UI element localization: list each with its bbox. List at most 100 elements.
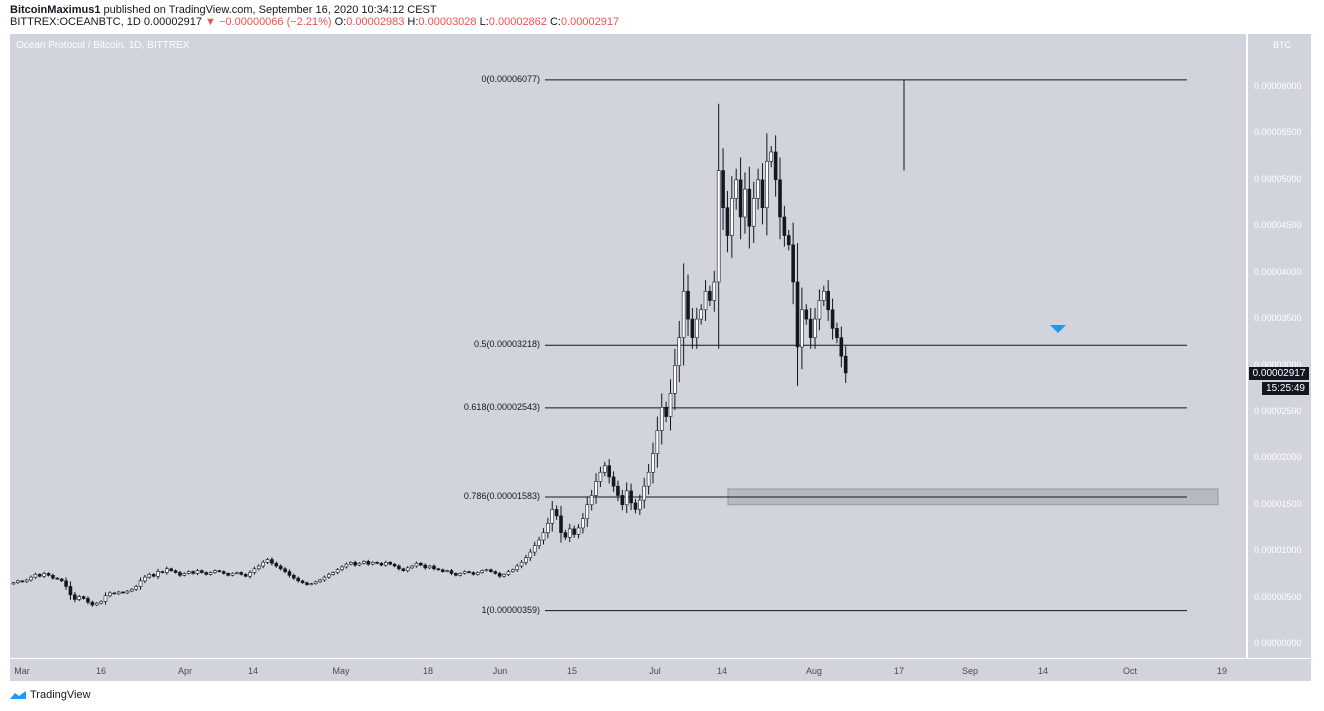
candle-down — [497, 573, 502, 577]
candle-up — [427, 565, 432, 569]
candle-up — [694, 318, 699, 338]
time-tick-label: 14 — [247, 666, 259, 676]
chart-pane[interactable] — [10, 34, 1246, 658]
candle-down — [191, 571, 195, 574]
time-axis[interactable] — [10, 659, 1311, 681]
candle-up — [730, 198, 734, 236]
candle-up — [524, 557, 528, 563]
candle-up — [108, 592, 112, 597]
time-tick-label: Sep — [961, 666, 979, 676]
candle-up — [103, 595, 108, 602]
candle-up — [230, 573, 235, 576]
candle-up — [537, 539, 541, 546]
candle-up — [186, 571, 191, 574]
candle-up — [309, 583, 314, 585]
candle-down — [620, 495, 625, 506]
candle-down — [454, 573, 458, 576]
fib-level-label: 1(0.00000359) — [481, 604, 540, 615]
candle-up — [817, 300, 822, 320]
candle-down — [795, 281, 800, 348]
candle-up — [331, 572, 336, 575]
candle-down — [839, 337, 844, 357]
symbol-label: BITTREX:OCEANBTC, 1D — [10, 16, 141, 28]
candle-down — [436, 568, 441, 571]
candle-up — [165, 568, 169, 573]
unit-label: BTC — [1273, 40, 1291, 50]
candle-down — [843, 355, 848, 374]
candle-up — [668, 393, 673, 417]
candle-down — [296, 577, 301, 582]
candle-down — [401, 568, 406, 571]
candle-up — [383, 562, 388, 566]
candle-up — [129, 588, 134, 592]
change-value: −0.00000066 (−2.21%) — [219, 16, 332, 28]
candle-down — [151, 574, 156, 577]
candle-up — [256, 565, 261, 570]
publisher-name[interactable]: BitcoinMaximus1 — [10, 4, 101, 16]
candle-down — [432, 565, 436, 570]
candle-down — [169, 568, 173, 571]
candle-up — [370, 562, 375, 565]
time-tick-label: Jul — [649, 666, 661, 676]
candle-down — [419, 562, 423, 566]
candle-down — [686, 290, 690, 320]
candle-up — [156, 571, 160, 577]
time-tick-label: 17 — [893, 666, 905, 676]
candle-up — [475, 572, 480, 575]
candle-down — [786, 235, 791, 246]
footer-brand[interactable]: TradingView — [10, 689, 91, 701]
price-tick-label: 0.00004000 — [1254, 266, 1302, 277]
candle-up — [335, 569, 340, 573]
price-tick-label: 0.00001000 — [1254, 545, 1302, 556]
price-tick-label: 0.00002000 — [1254, 452, 1302, 463]
candle-up — [99, 600, 103, 604]
price-tick-label: 0.00005000 — [1254, 173, 1302, 184]
candle-up — [24, 579, 29, 583]
close-label: C: — [549, 16, 561, 28]
candle-up — [33, 574, 38, 578]
candle-down — [59, 578, 64, 582]
time-tick-label: 15 — [566, 666, 578, 676]
candle-up — [116, 591, 121, 595]
candle-up — [11, 582, 16, 585]
candle-down — [46, 573, 51, 576]
last-price-tag: 0.00002917 — [1249, 367, 1309, 380]
time-tick-label: 19 — [1216, 666, 1228, 676]
candle-down — [708, 290, 712, 301]
candle-up — [462, 571, 467, 574]
candle-down — [55, 577, 60, 580]
candle-up — [213, 570, 217, 573]
candle-up — [511, 569, 515, 572]
candle-down — [243, 574, 248, 577]
signal-marker-icon — [1050, 325, 1066, 333]
candle-up — [541, 532, 546, 541]
fib-level-label: 0.5(0.00003218) — [473, 339, 540, 350]
candle-down — [81, 596, 86, 599]
candle-up — [681, 290, 686, 338]
candle-down — [274, 562, 279, 567]
candle-down — [20, 580, 25, 583]
candle-down — [778, 179, 782, 218]
candle-up — [125, 590, 130, 594]
price-axis[interactable] — [1248, 34, 1311, 658]
candle-down — [835, 328, 839, 338]
candle-up — [313, 581, 318, 584]
candle-down — [493, 571, 498, 574]
time-tick-label: Aug — [805, 666, 823, 676]
candle-up — [134, 586, 138, 590]
time-tick-label: 14 — [716, 666, 728, 676]
candle-down — [283, 568, 287, 572]
candle-up — [594, 481, 598, 496]
time-tick-label: Apr — [177, 666, 193, 676]
candle-down — [178, 572, 182, 576]
price-tick-label: 0.00003000 — [1254, 359, 1302, 370]
candle-up — [519, 562, 524, 567]
candle-down — [397, 565, 401, 570]
candle-up — [642, 485, 647, 501]
candle-down — [353, 562, 357, 566]
candle-down — [300, 580, 305, 584]
candle-up — [699, 309, 703, 320]
candle-up — [29, 576, 33, 581]
price-tick-label: 0.00000000 — [1254, 638, 1302, 648]
